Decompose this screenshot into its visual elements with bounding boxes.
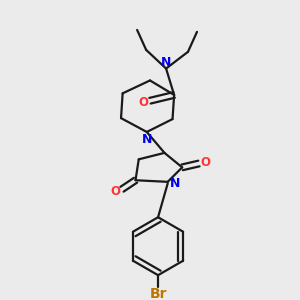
Text: N: N: [169, 177, 180, 190]
Text: O: O: [200, 156, 210, 170]
Text: O: O: [111, 185, 121, 198]
Text: O: O: [138, 96, 148, 109]
Text: Br: Br: [149, 287, 167, 300]
Text: N: N: [142, 133, 152, 146]
Text: N: N: [161, 56, 171, 69]
